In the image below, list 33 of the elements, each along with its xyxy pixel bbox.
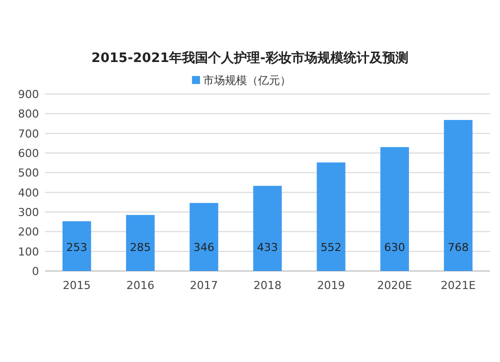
bar (380, 147, 409, 271)
y-tick-label: 0 (32, 265, 39, 278)
y-tick-label: 100 (18, 245, 39, 258)
y-tick-label: 400 (18, 186, 39, 200)
x-tick-label: 2018 (254, 279, 282, 292)
y-tick-label: 200 (18, 226, 39, 239)
data-label: 630 (384, 241, 406, 254)
y-tick-label: 500 (18, 166, 39, 180)
x-tick-label: 2019 (317, 279, 346, 292)
bar (62, 221, 92, 271)
y-tick-label: 700 (18, 127, 39, 140)
data-label: 346 (193, 241, 214, 254)
x-tick-label: 2015 (62, 279, 91, 292)
x-tick-label: 2020E (377, 279, 412, 292)
y-tick-label: 600 (18, 147, 39, 160)
data-label: 253 (66, 241, 88, 254)
x-tick-label: 2017 (190, 279, 218, 292)
chart-title: 2015-2021年我国个人护理-彩妆市场规模统计及预测 (91, 50, 409, 66)
data-label: 285 (130, 241, 151, 254)
legend-label: 市场规模（亿元） (203, 74, 291, 87)
bar (444, 120, 473, 271)
y-tick-label: 900 (18, 88, 39, 101)
data-label: 552 (320, 241, 342, 254)
y-tick-label: 300 (18, 206, 39, 219)
x-tick-label: 2021E (440, 279, 476, 292)
bar (190, 202, 218, 271)
bar (316, 162, 346, 271)
bar (126, 214, 155, 271)
data-label: 768 (448, 241, 469, 254)
data-label: 433 (257, 241, 278, 254)
y-tick-label: 800 (18, 108, 39, 121)
bar (253, 186, 282, 271)
x-tick-label: 2016 (126, 279, 154, 292)
